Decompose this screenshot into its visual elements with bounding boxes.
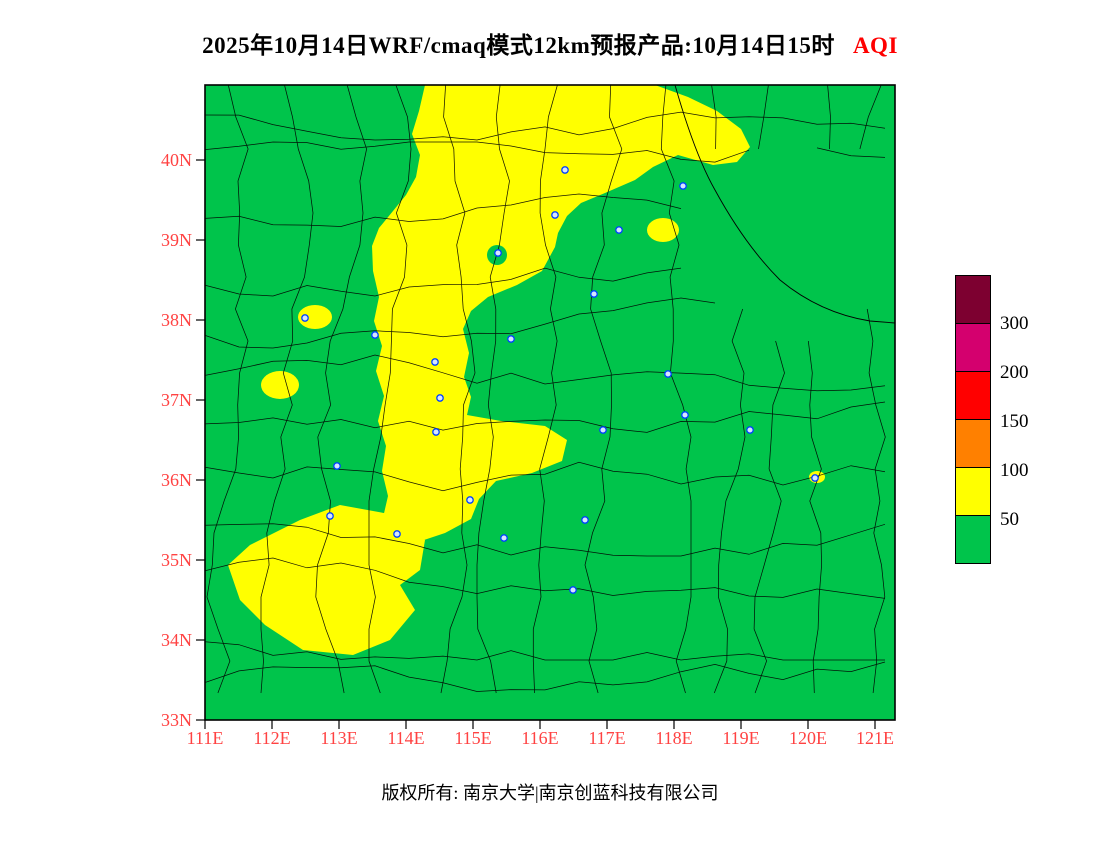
lat-tick-label: 38N — [161, 310, 192, 330]
boundary-line — [205, 111, 886, 141]
boundary-line — [440, 85, 476, 694]
boundary-line — [205, 141, 886, 163]
legend-threshold-label: 200 — [1000, 362, 1029, 383]
lat-tick-label: 35N — [161, 550, 192, 570]
lon-tick-label: 111E — [186, 728, 224, 748]
legend-cell-orange — [955, 419, 991, 468]
aqi-color-legend — [955, 275, 991, 564]
city-marker — [581, 516, 589, 524]
legend-threshold-label: 50 — [1000, 509, 1019, 530]
boundary-line — [660, 85, 692, 694]
legend-cell-maroon — [955, 275, 991, 324]
lon-tick-label: 120E — [789, 728, 827, 748]
boundary-line — [859, 85, 886, 694]
city-marker — [494, 249, 502, 257]
boundary-line — [205, 661, 886, 692]
lon-tick-label: 114E — [387, 728, 425, 748]
city-marker — [746, 426, 754, 434]
city-marker — [432, 428, 440, 436]
lat-tick-label: 36N — [161, 470, 192, 490]
city-marker — [431, 358, 439, 366]
city-marker — [561, 166, 569, 174]
map-border — [204, 84, 896, 721]
coastline — [674, 85, 895, 324]
boundary-line — [205, 641, 885, 661]
axis-ticks — [196, 159, 876, 729]
boundary-line — [368, 85, 412, 694]
city-marker — [466, 496, 474, 504]
boundary-line — [476, 85, 510, 694]
boundary-line — [206, 85, 249, 694]
lat-tick-label: 37N — [161, 390, 192, 410]
yellow-southwest-blob — [228, 505, 425, 655]
boundary-line — [205, 523, 886, 557]
boundary-line — [205, 557, 886, 599]
legend-cell-yellow — [955, 467, 991, 516]
city-marker — [436, 394, 444, 402]
legend-threshold-labels: 300 200 150 100 50 — [1000, 0, 1080, 850]
legend-cell-red — [955, 371, 991, 420]
city-marker — [371, 331, 379, 339]
city-marker — [664, 370, 672, 378]
lon-tick-label: 115E — [454, 728, 492, 748]
boundary-line — [807, 85, 831, 694]
boundary-line — [205, 193, 682, 227]
city-marker — [393, 530, 401, 538]
lon-tick-label: 119E — [722, 728, 760, 748]
city-marker — [500, 534, 508, 542]
lon-tick-label: 117E — [588, 728, 626, 748]
city-marker — [569, 586, 577, 594]
boundary-line — [532, 85, 558, 694]
lat-tick-label: 39N — [161, 230, 192, 250]
city-marker — [679, 182, 687, 190]
legend-cell-green — [955, 515, 991, 564]
boundary-line — [315, 85, 367, 694]
city-marker — [507, 335, 515, 343]
city-markers — [301, 166, 819, 594]
legend-cell-magenta — [955, 323, 991, 372]
yellow-patch — [298, 305, 332, 329]
lon-tick-label: 121E — [856, 728, 894, 748]
legend-threshold-label: 100 — [1000, 460, 1029, 481]
lon-tick-label: 112E — [253, 728, 291, 748]
lon-tick-label: 113E — [320, 728, 358, 748]
boundary-line — [205, 461, 886, 492]
boundary-line — [205, 354, 886, 392]
title-text: 2025年10月14日WRF/cmaq模式12km预报产品:10月14日15时 — [202, 33, 835, 58]
legend-threshold-label: 150 — [1000, 411, 1029, 432]
city-marker — [333, 462, 341, 470]
lon-tick-label: 118E — [655, 728, 693, 748]
city-marker — [681, 411, 689, 419]
city-marker — [590, 290, 598, 298]
boundary-line — [711, 85, 746, 694]
lat-tick-label: 33N — [161, 710, 192, 730]
legend-threshold-label: 300 — [1000, 313, 1029, 334]
city-marker — [615, 226, 623, 234]
yellow-patch — [647, 218, 679, 242]
latitude-axis: 40N 39N 38N 37N 36N 35N 34N 33N — [0, 0, 196, 850]
aqi-yellow-regions — [228, 85, 825, 655]
yellow-patch — [261, 371, 299, 399]
boundary-line — [205, 267, 682, 297]
copyright-text: 版权所有: 南京大学|南京创蓝科技有限公司 — [381, 783, 719, 803]
lat-tick-label: 34N — [161, 630, 192, 650]
city-marker — [326, 512, 334, 520]
page-title: 2025年10月14日WRF/cmaq模式12km预报产品:10月14日15时 A… — [0, 26, 1100, 60]
boundary-line — [205, 401, 886, 433]
city-marker — [811, 474, 819, 482]
boundary-line — [260, 85, 314, 694]
forecast-map — [196, 84, 896, 729]
lon-tick-label: 116E — [521, 728, 559, 748]
city-marker — [599, 426, 607, 434]
city-marker — [301, 314, 309, 322]
yellow-main-band — [372, 85, 750, 547]
longitude-axis: 111E 112E 113E 114E 115E 116E 117E 118E … — [187, 726, 895, 752]
lat-tick-label: 40N — [161, 150, 192, 170]
county-boundaries — [205, 85, 886, 694]
city-marker — [551, 211, 559, 219]
title-variable-aqi: AQI — [852, 33, 898, 58]
